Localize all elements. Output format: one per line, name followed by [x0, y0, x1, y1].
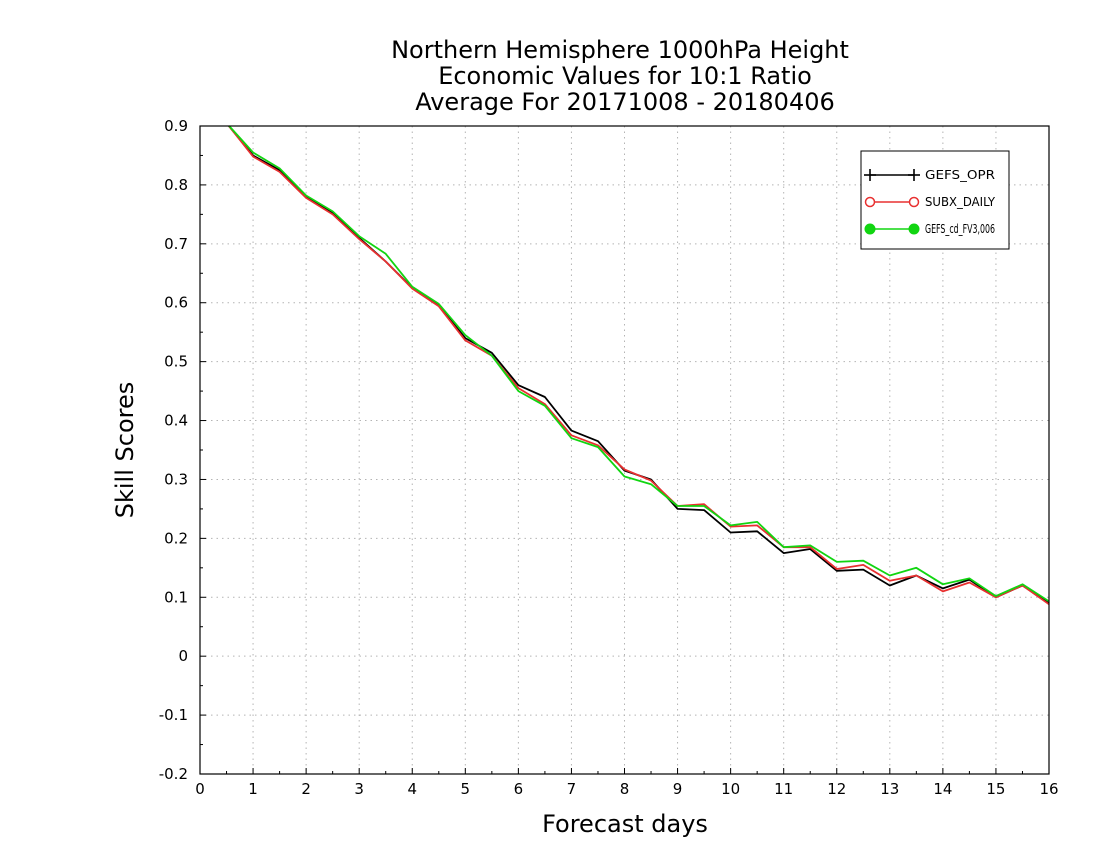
series-line	[228, 125, 1050, 606]
title-line-3: Average For 20171008 - 20180406	[415, 88, 835, 116]
x-tick-label: 12	[827, 780, 846, 798]
y-axis-label: Skill Scores	[111, 382, 139, 519]
x-tick-label: 16	[1039, 780, 1058, 798]
x-tick-label: 15	[986, 780, 1005, 798]
legend: GEFS_OPR SUBX_DAILY GEFS_cd_FV3,006	[860, 150, 1010, 250]
x-tick-label: 0	[195, 780, 205, 798]
legend-label: GEFS_OPR	[925, 168, 996, 182]
series-layer	[228, 125, 1050, 606]
x-tick-label: 14	[933, 780, 952, 798]
x-tick-label: 8	[620, 780, 630, 798]
chart-title: Northern Hemisphere 1000hPa Height Econo…	[391, 36, 849, 116]
x-tick-label: 9	[673, 780, 683, 798]
series-line	[228, 125, 1050, 603]
title-line-1: Northern Hemisphere 1000hPa Height	[391, 36, 849, 64]
legend-marker-open-circle	[908, 196, 920, 208]
y-tick-label: -0.1	[159, 706, 188, 724]
y-tick-label: -0.2	[159, 765, 188, 783]
y-tick-label: 0.5	[164, 353, 188, 371]
legend-marker-filled-circle	[908, 223, 920, 235]
x-tick-label: 6	[514, 780, 524, 798]
y-tick-label: 0.4	[164, 412, 188, 430]
y-tick-label: 0.7	[164, 235, 188, 253]
y-tick-label: 0.2	[164, 529, 188, 547]
y-tick-label: 0.6	[164, 294, 188, 312]
title-line-2: Economic Values for 10:1 Ratio	[438, 62, 812, 90]
x-tick-label: 7	[567, 780, 577, 798]
x-tick-label: 11	[774, 780, 793, 798]
x-tick-label: 10	[721, 780, 740, 798]
x-tick-label: 3	[354, 780, 364, 798]
tick-layer: 0 1 2 3 4 5 6 7 8 9 10 11 12 13 14 15 16-0.2-0.100.10.20…	[159, 117, 1059, 798]
x-tick-label: 2	[301, 780, 311, 798]
y-tick-label: 0.9	[164, 117, 188, 135]
legend-marker-open-circle	[864, 196, 876, 208]
y-tick-label: 0	[178, 647, 188, 665]
x-tick-label: 5	[461, 780, 471, 798]
legend-label: SUBX_DAILY	[925, 195, 995, 209]
x-axis-label: Forecast days	[542, 810, 708, 838]
x-tick-label: 1	[248, 780, 258, 798]
y-tick-label: 0.3	[164, 470, 188, 488]
grid-lines	[200, 126, 1049, 774]
legend-label: GEFS_cd_FV3,006	[925, 222, 995, 236]
legend-items: GEFS_OPR SUBX_DAILY GEFS_cd_FV3,006	[864, 168, 996, 236]
legend-marker-filled-circle	[864, 223, 876, 235]
y-tick-label: 0.1	[164, 588, 188, 606]
y-tick-label: 0.8	[164, 176, 188, 194]
x-tick-label: 4	[407, 780, 417, 798]
x-tick-label: 13	[880, 780, 899, 798]
legend-box	[860, 150, 1010, 250]
